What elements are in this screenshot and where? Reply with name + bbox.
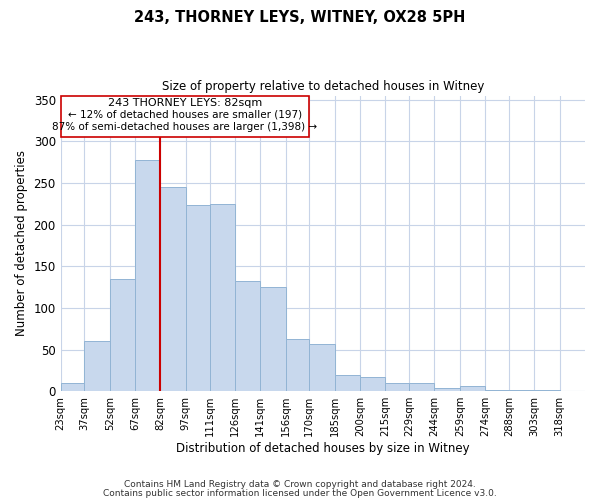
Bar [61, 96, 310, 137]
X-axis label: Distribution of detached houses by size in Witney: Distribution of detached houses by size … [176, 442, 470, 455]
Bar [460, 386, 485, 391]
Bar [61, 383, 85, 391]
Bar [485, 390, 509, 391]
Bar [160, 187, 186, 391]
Bar [409, 383, 434, 391]
Y-axis label: Number of detached properties: Number of detached properties [15, 150, 28, 336]
Text: Contains public sector information licensed under the Open Government Licence v3: Contains public sector information licen… [103, 489, 497, 498]
Bar [310, 344, 335, 391]
Bar [385, 383, 409, 391]
Bar [186, 204, 209, 391]
Text: ← 12% of detached houses are smaller (197): ← 12% of detached houses are smaller (19… [68, 110, 302, 120]
Bar [286, 338, 310, 391]
Bar [534, 390, 560, 391]
Text: 87% of semi-detached houses are larger (1,398) →: 87% of semi-detached houses are larger (… [52, 122, 317, 132]
Text: 243 THORNEY LEYS: 82sqm: 243 THORNEY LEYS: 82sqm [108, 98, 262, 108]
Bar [260, 287, 286, 391]
Bar [235, 282, 260, 391]
Bar [360, 377, 385, 391]
Bar [335, 376, 360, 391]
Bar [209, 204, 235, 391]
Bar [135, 160, 160, 391]
Bar [434, 388, 460, 391]
Bar [509, 390, 534, 391]
Bar [85, 341, 110, 391]
Bar [110, 279, 135, 391]
Text: Contains HM Land Registry data © Crown copyright and database right 2024.: Contains HM Land Registry data © Crown c… [124, 480, 476, 489]
Text: 243, THORNEY LEYS, WITNEY, OX28 5PH: 243, THORNEY LEYS, WITNEY, OX28 5PH [134, 10, 466, 25]
Title: Size of property relative to detached houses in Witney: Size of property relative to detached ho… [161, 80, 484, 93]
